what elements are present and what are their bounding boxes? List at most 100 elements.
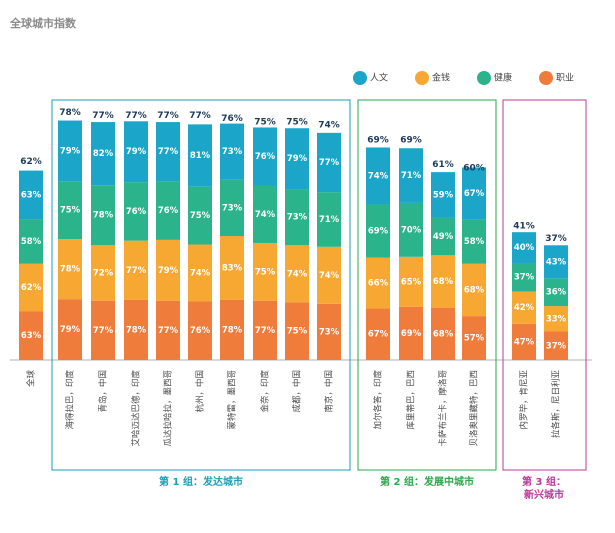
bar-segment (544, 278, 568, 307)
bar-segment (58, 120, 82, 182)
segment-label: 70% (401, 225, 422, 235)
bar-segment (431, 172, 455, 218)
segment-label: 77% (126, 266, 147, 276)
segment-label: 75% (255, 267, 276, 277)
segment-label: 76% (158, 206, 179, 216)
x-tick-label: 贝洛奥里藏特，巴西 (469, 370, 480, 447)
total-label: 75% (254, 117, 276, 127)
bar-segment (19, 170, 43, 220)
segment-label: 71% (401, 171, 422, 181)
bar-segment (544, 245, 568, 279)
segment-label: 73% (319, 327, 340, 337)
legend-label: 金钱 (432, 72, 450, 84)
bar-segment (431, 307, 455, 360)
bar-segment (91, 245, 115, 301)
segment-label: 36% (546, 288, 567, 298)
bar-segment (366, 204, 390, 258)
x-tick-label: 金奈，印度 (260, 370, 271, 413)
bar-segment (399, 256, 423, 307)
bar-segment (366, 147, 390, 205)
bar-segment (124, 182, 148, 241)
group-label: 第 1 组：发达城市 (159, 475, 243, 488)
segment-label: 73% (287, 213, 308, 223)
x-tick-label: 杭州，中国 (195, 370, 206, 413)
x-tick-label: 成都，中国 (292, 370, 303, 413)
bar-segment (156, 122, 180, 182)
total-label: 75% (286, 117, 308, 127)
x-tick-label: 瓜达拉哈拉，墨西哥 (163, 370, 174, 447)
bar-segment (317, 132, 341, 193)
bar-segment (462, 167, 486, 220)
bar-segment (124, 121, 148, 183)
x-tick-label: 艾哈迈达巴德，印度 (131, 370, 142, 447)
legend-swatch (539, 71, 553, 85)
group-box (502, 99, 587, 471)
segment-label: 77% (255, 326, 276, 336)
total-label: 77% (125, 111, 147, 121)
legend-swatch (415, 71, 429, 85)
bar-segment (188, 301, 212, 360)
segment-label: 74% (255, 210, 276, 220)
segment-label: 63% (21, 190, 42, 200)
segment-label: 78% (222, 325, 243, 335)
segment-label: 75% (287, 327, 308, 337)
bar-segment (462, 263, 486, 317)
bar-segment (366, 308, 390, 360)
segment-label: 69% (401, 329, 422, 339)
legend-label: 健康 (494, 72, 512, 84)
segment-label: 74% (368, 171, 389, 181)
bar-segment (220, 299, 244, 360)
segment-label: 57% (464, 334, 485, 344)
segment-label: 77% (158, 326, 179, 336)
bar-segment (462, 219, 486, 264)
segment-label: 79% (60, 325, 81, 335)
bar-segment (462, 316, 486, 360)
total-label: 61% (432, 160, 454, 170)
segment-label: 62% (21, 283, 42, 293)
segment-label: 76% (255, 152, 276, 162)
x-tick-label: 卡萨布兰卡，摩洛哥 (438, 370, 449, 447)
segment-label: 78% (93, 211, 114, 221)
total-label: 69% (367, 136, 389, 146)
bar-segment (285, 128, 309, 190)
segment-label: 71% (319, 215, 340, 225)
bar-segment (188, 124, 212, 187)
segment-label: 68% (464, 285, 485, 295)
segment-label: 67% (368, 330, 389, 340)
bar-segment (91, 185, 115, 246)
bar-segment (124, 299, 148, 360)
x-tick-label: 内罗毕，肯尼亚 (519, 370, 530, 430)
segment-label: 68% (433, 277, 454, 287)
bar-segment (544, 331, 568, 360)
segment-label: 81% (190, 151, 211, 161)
x-tick-label: 加尔各答，印度 (373, 370, 384, 430)
segment-label: 78% (126, 325, 147, 335)
bar-segment (220, 123, 244, 180)
bar-segment (512, 262, 536, 292)
legend-label: 职业 (556, 73, 574, 84)
segment-label: 75% (60, 206, 81, 216)
segment-label: 79% (287, 154, 308, 164)
legend-swatch (353, 71, 367, 85)
segment-label: 76% (126, 207, 147, 217)
total-label: 69% (400, 136, 422, 146)
bar-segment (512, 291, 536, 324)
bar-segment (544, 306, 568, 332)
segment-label: 37% (514, 273, 535, 283)
bar-segment (253, 127, 277, 186)
bar-segment (156, 300, 180, 360)
chart-title: 全球城市指数 (9, 16, 77, 30)
bar-segment (399, 306, 423, 360)
bar-segment (253, 185, 277, 243)
segment-label: 40% (514, 243, 535, 253)
segment-label: 79% (158, 266, 179, 276)
segment-label: 63% (21, 331, 42, 341)
segment-label: 77% (158, 147, 179, 157)
group-label: 第 2 组：发展中城市 (380, 475, 474, 488)
bar-segment (220, 179, 244, 237)
bar-segment (156, 239, 180, 301)
segment-label: 49% (433, 232, 454, 242)
segment-label: 37% (546, 341, 567, 351)
total-label: 60% (463, 163, 485, 173)
x-tick-label: 南京，中国 (324, 370, 335, 413)
